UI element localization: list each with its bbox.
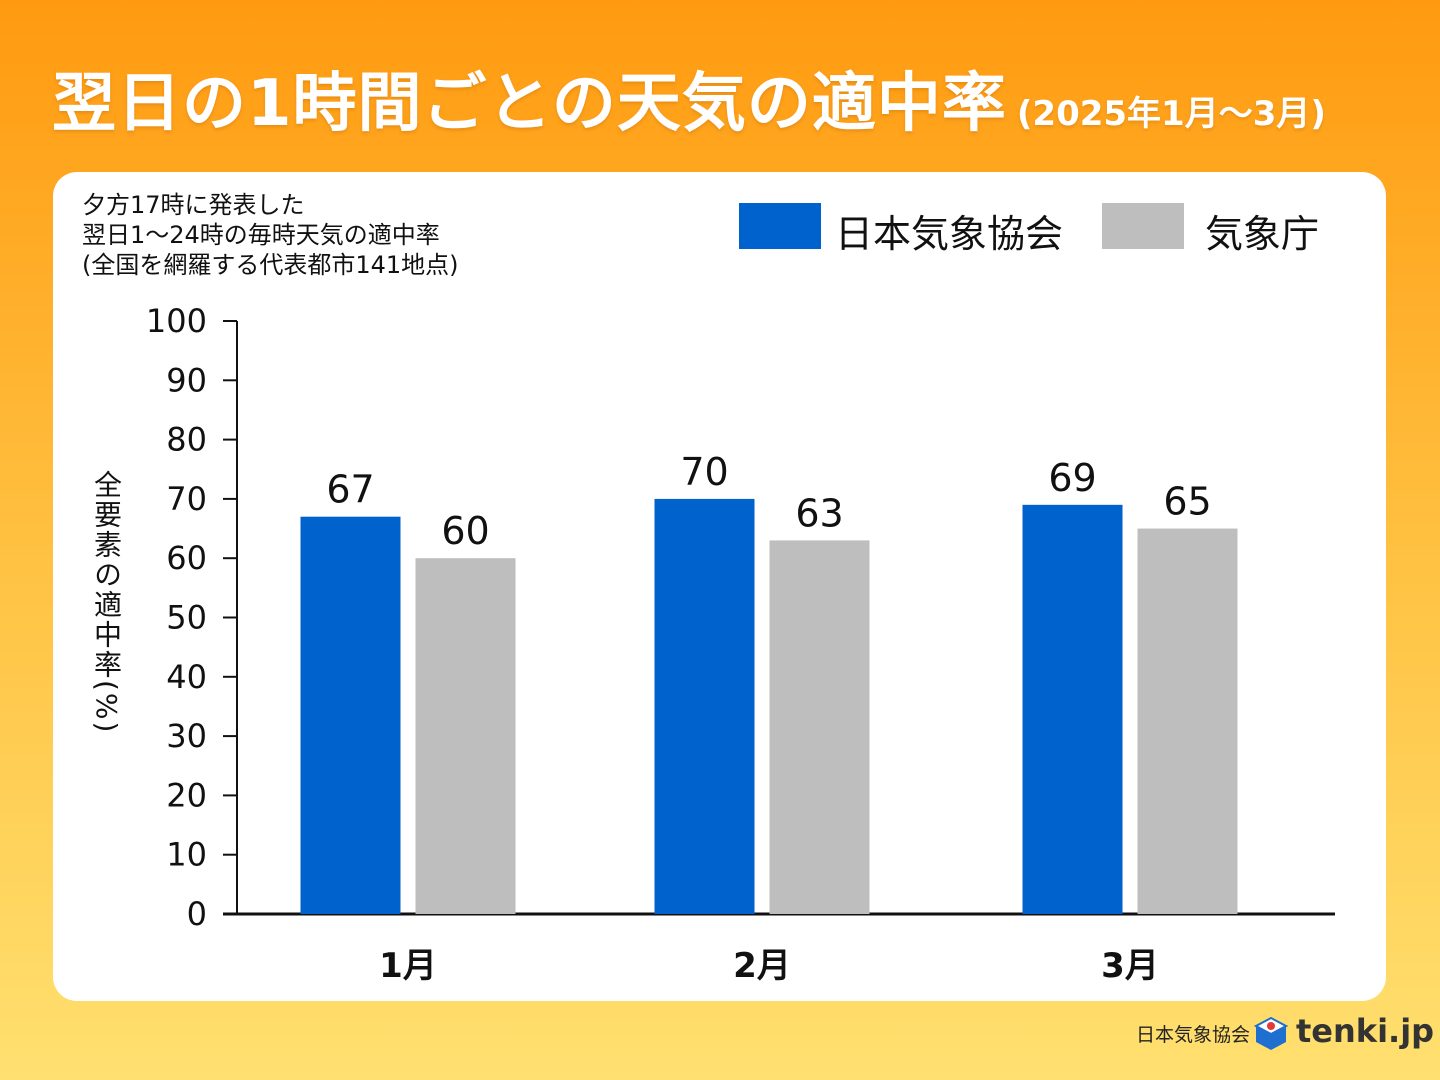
data-label-jwa: 70 — [680, 450, 728, 494]
legend-swatch-jwa — [739, 203, 821, 249]
y-tick-label: 30 — [166, 717, 207, 755]
bar-jma — [415, 558, 516, 914]
legend-swatch-jma — [1102, 203, 1184, 249]
y-tick-label: 60 — [166, 539, 207, 577]
y-tick-label: 10 — [166, 836, 207, 874]
bar-jwa — [654, 498, 755, 914]
title-period: (2025年1月〜3月) — [1016, 94, 1326, 134]
data-label-jwa: 67 — [326, 468, 374, 512]
y-tick-label: 80 — [166, 421, 207, 459]
y-axis-label: 全要素の適中率(%) — [90, 470, 123, 735]
legend-label-jma: 気象庁 — [1205, 212, 1320, 256]
data-label-jma: 63 — [795, 491, 843, 535]
chart-title: 翌日の1時間ごとの天気の適中率 (2025年1月〜3月) — [52, 52, 1326, 144]
y-tick-label: 100 — [146, 302, 207, 340]
footer-org: 日本気象協会 — [1136, 1024, 1251, 1046]
x-category-label: 1月 — [379, 946, 437, 986]
footer-brand: tenki.jp — [1296, 1012, 1435, 1050]
x-category-label: 3月 — [1101, 946, 1159, 986]
title-main: 翌日の1時間ごとの天気の適中率 — [52, 67, 1007, 141]
y-tick-label: 70 — [166, 480, 207, 518]
bar-jwa — [1022, 504, 1123, 914]
bar-jma — [1137, 528, 1238, 914]
data-label-jma: 65 — [1163, 480, 1211, 524]
y-tick-label: 40 — [166, 658, 207, 696]
y-tick-label: 50 — [166, 599, 207, 637]
note-line-2: 翌日1〜24時の毎時天気の適中率 — [82, 221, 440, 249]
x-category-label: 2月 — [733, 946, 791, 986]
note-line-3: (全国を網羅する代表都市141地点) — [82, 251, 459, 279]
note-line-1: 夕方17時に発表した — [82, 191, 305, 219]
bar-jwa — [300, 516, 401, 914]
data-label-jwa: 69 — [1048, 456, 1096, 500]
y-tick-label: 20 — [166, 776, 207, 814]
tenki-logo-icon — [1254, 1016, 1288, 1050]
y-tick-label: 90 — [166, 361, 207, 399]
data-label-jma: 60 — [441, 509, 489, 553]
legend-label-jwa: 日本気象協会 — [835, 212, 1064, 256]
chart-note: 夕方17時に発表した 翌日1〜24時の毎時天気の適中率 (全国を網羅する代表都市… — [82, 190, 459, 280]
bar-jma — [769, 540, 870, 914]
y-tick-label: 0 — [187, 895, 207, 933]
